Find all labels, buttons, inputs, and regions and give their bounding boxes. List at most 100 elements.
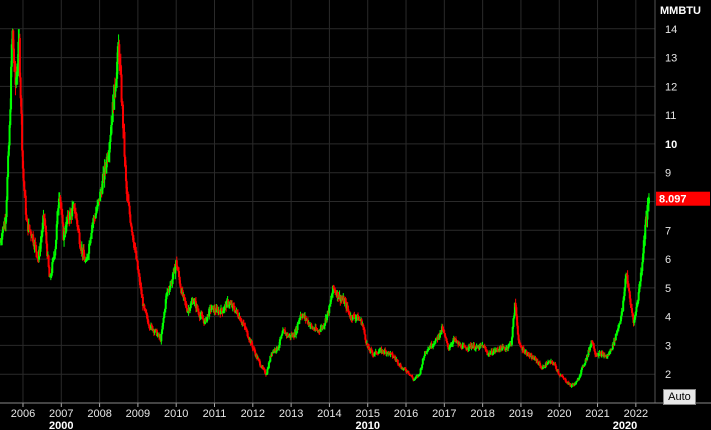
candle-body [268, 361, 271, 363]
candle-body [29, 229, 32, 232]
candle-body [647, 203, 650, 206]
candle-body [499, 346, 502, 351]
candle-body [558, 373, 561, 375]
candle-body [177, 269, 180, 272]
candle-body [607, 354, 610, 356]
candle-body [287, 333, 290, 337]
candle-body [393, 356, 396, 359]
candle-body [236, 310, 239, 313]
candle-body [10, 66, 13, 110]
candle-body [113, 84, 116, 110]
candle-body [208, 308, 211, 317]
candle-body [233, 306, 236, 310]
candle-body [227, 300, 230, 306]
candle-body [300, 314, 303, 317]
candle-body [218, 310, 221, 312]
candle-body [594, 351, 597, 355]
decade-label: 2020 [613, 420, 637, 430]
candle-body [258, 359, 261, 362]
candle-body [522, 348, 525, 353]
candle-body [49, 276, 52, 278]
candle-body [292, 336, 295, 338]
candle-body [478, 344, 481, 350]
x-tick-label: 2014 [317, 408, 341, 420]
y-tick-label: 2 [665, 369, 671, 381]
candle-body [133, 247, 136, 249]
candle-body [178, 277, 181, 284]
auto-scale-button[interactable]: Auto [663, 389, 696, 405]
candle-body [301, 315, 304, 318]
candle-body [379, 349, 382, 352]
candle-body [270, 352, 273, 357]
candle-body [190, 302, 193, 304]
candle-body [128, 205, 131, 215]
candle-body [50, 272, 53, 277]
candle-body [153, 331, 156, 333]
candle-body [251, 345, 254, 349]
candle-body [243, 323, 246, 327]
candle-body [619, 321, 622, 324]
candle-body [622, 296, 625, 301]
candle-body [396, 359, 399, 364]
candle-body [426, 351, 429, 353]
candle-body [54, 239, 57, 250]
candle-body [6, 177, 9, 200]
candle-body [123, 131, 126, 157]
candle-body [166, 289, 169, 293]
y-tick-label: 10 [665, 139, 677, 151]
candle-body [138, 276, 141, 286]
candle-body [452, 340, 455, 344]
candle-body [172, 272, 175, 280]
candle-body [427, 348, 430, 350]
candle-body [316, 329, 319, 332]
candle-body [370, 350, 373, 353]
candle-body [496, 348, 499, 350]
candle-body [466, 348, 469, 350]
candle-body [390, 352, 393, 354]
candle-body [629, 298, 632, 305]
candle-body [441, 326, 444, 331]
candle-body [127, 196, 130, 203]
candle-body [508, 343, 511, 347]
candle-body [259, 361, 262, 366]
candle-body [66, 221, 69, 223]
candle-body [532, 356, 535, 359]
candle-body [254, 352, 257, 357]
candle-body [355, 317, 358, 319]
candle-body [558, 374, 561, 376]
candle-body [88, 243, 91, 254]
candle-body [580, 367, 583, 371]
candle-body [517, 334, 520, 341]
candle-body [487, 354, 490, 356]
candle-body [639, 281, 642, 285]
candle-body [339, 295, 342, 302]
candle-body [410, 375, 413, 377]
candle-body [3, 221, 6, 229]
candle-body [578, 375, 581, 378]
candle-body [418, 373, 421, 375]
candle-body [468, 344, 471, 349]
candle-body [426, 349, 429, 352]
x-tick-label: 2012 [241, 408, 265, 420]
candle-body [82, 249, 85, 257]
candle-body [555, 366, 558, 369]
candle-body [138, 273, 141, 277]
candle-body [536, 360, 539, 363]
candle-body [73, 204, 76, 211]
candle-body [618, 323, 621, 325]
candle-body [60, 202, 63, 210]
candle-body [90, 232, 93, 238]
candle-body [605, 356, 608, 358]
candle-body [131, 232, 134, 236]
candle-body [96, 202, 99, 206]
candle-body [344, 300, 347, 302]
candle-body [473, 344, 476, 350]
candle-body [445, 338, 448, 342]
candle-body [43, 214, 46, 219]
candle-body [119, 64, 122, 66]
candle-body [133, 241, 136, 248]
candle-body [624, 278, 627, 288]
candle-body [122, 104, 125, 129]
